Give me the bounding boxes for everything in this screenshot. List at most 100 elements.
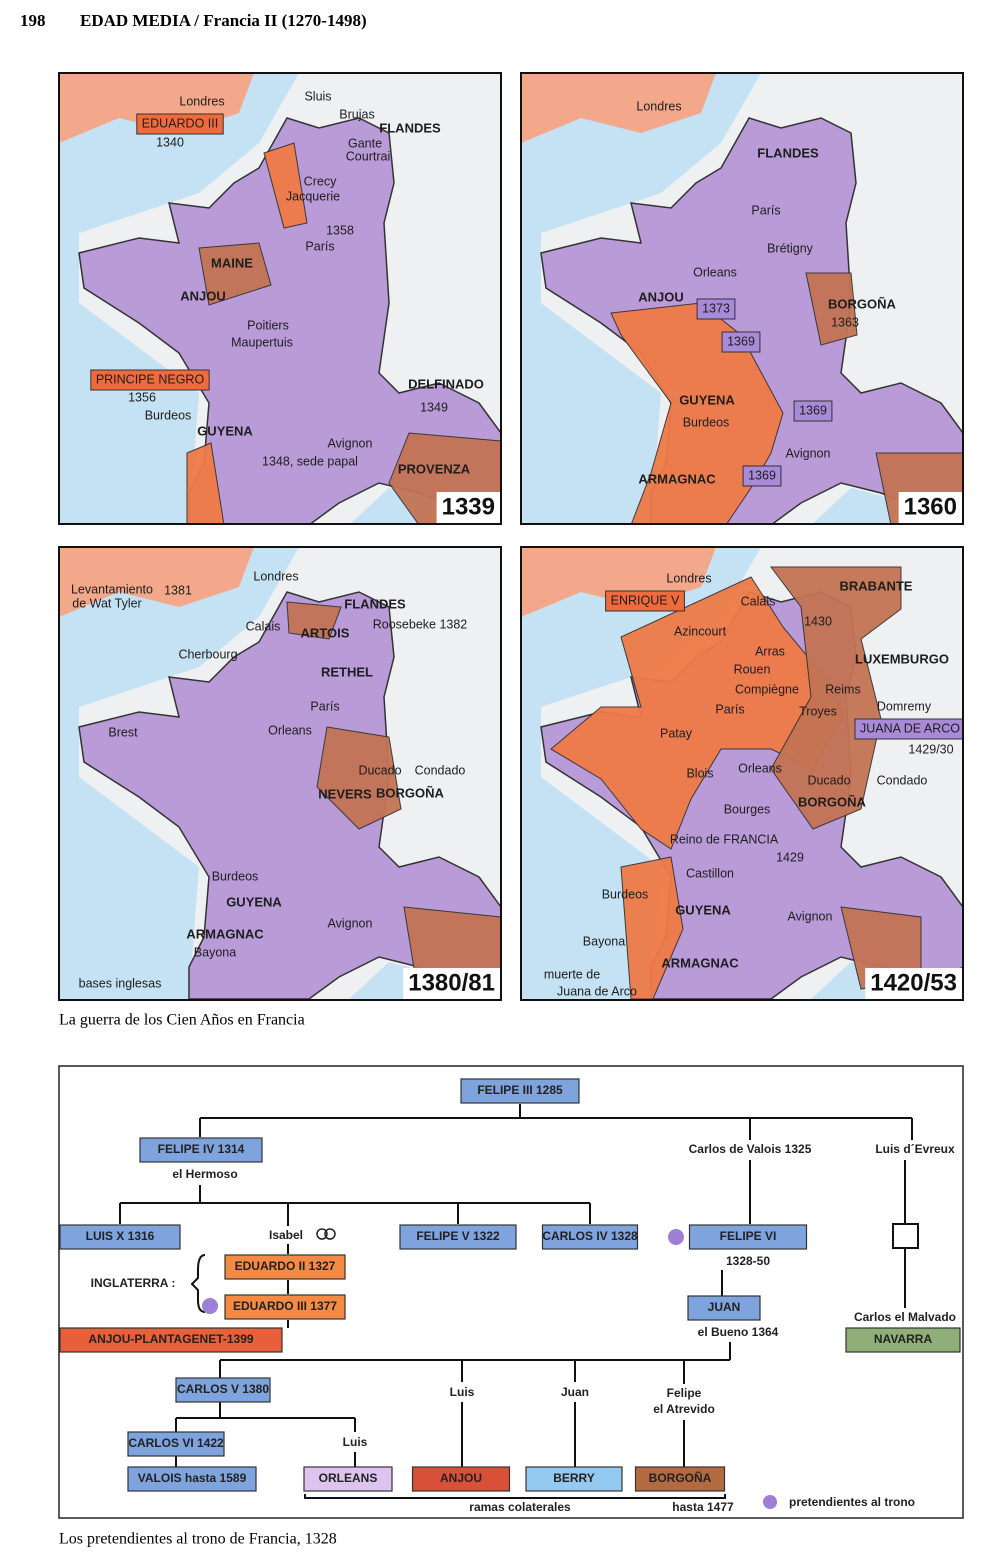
label-box: [793, 400, 833, 422]
map-label: Avignon: [328, 436, 373, 450]
tree-label: Luis: [450, 1385, 475, 1399]
map-label: Gante: [348, 136, 382, 150]
region: [286, 601, 342, 640]
map-label: de Wat Tyler: [72, 596, 141, 610]
map-label: bases inglesas: [79, 976, 162, 990]
map-label: París: [751, 203, 780, 217]
region: [805, 272, 858, 346]
map-label: Condado: [877, 773, 928, 787]
england: [521, 547, 716, 617]
map-label: Cherbourg: [178, 647, 237, 661]
map-label: Avignon: [328, 916, 373, 930]
map-label: París: [310, 699, 339, 713]
node-box: [687, 1295, 761, 1321]
tree-label: Carlos de Valois 1325: [689, 1142, 812, 1156]
node-box: [411, 1466, 511, 1492]
map-label: ARMAGNAC: [638, 471, 716, 486]
map-label: Levantamiento: [71, 582, 153, 596]
map-label: ANJOU: [180, 288, 226, 303]
region: [610, 302, 784, 524]
map-label: RETHEL: [321, 664, 373, 679]
map-label: Arras: [755, 644, 785, 658]
map-label: Orleans: [693, 265, 737, 279]
node-label: FELIPE VI: [720, 1229, 777, 1243]
map-label: BORGOÑA: [376, 785, 445, 800]
node-label: ORLEANS: [319, 1471, 378, 1485]
node-box: [224, 1294, 346, 1320]
node-label: FELIPE V 1322: [416, 1229, 500, 1243]
map-label: Bayona: [583, 934, 625, 948]
region: [198, 242, 272, 306]
map-frame: [520, 72, 964, 525]
map-panel: Londres EDUARDO III 1340 Sluis Brujas FLANDES…: [59, 73, 501, 524]
map-label: 1430: [804, 614, 832, 628]
map-label: LUXEMBURGO: [855, 651, 949, 666]
map-label: Blois: [686, 766, 713, 780]
tree-label: el Atrevido: [653, 1402, 715, 1416]
year-box: [865, 968, 962, 1000]
node-label: CARLOS VI 1422: [128, 1436, 224, 1450]
map-label: Castillon: [686, 866, 734, 880]
sea: [521, 73, 761, 524]
map-label: 1358: [326, 223, 354, 237]
node-box: [399, 1224, 517, 1250]
node-box: [224, 1254, 346, 1280]
map-label: Courtrai: [346, 149, 390, 163]
region: [770, 566, 902, 830]
map-label: GUYENA: [675, 902, 731, 917]
tree-label: 1328-50: [726, 1254, 770, 1268]
year-box: [436, 492, 500, 524]
page-title: EDAD MEDIA / Francia II (1270-1498): [80, 11, 367, 30]
label-box: [605, 590, 685, 612]
label-box: [742, 465, 782, 487]
tree-label: Luis d´Evreux: [875, 1142, 955, 1156]
france: [78, 117, 501, 524]
node-box: [460, 1078, 580, 1104]
england: [59, 547, 254, 617]
node-label: BERRY: [553, 1471, 595, 1485]
map-year: 1339: [442, 493, 495, 520]
node-label: VALOIS hasta 1589: [138, 1471, 247, 1485]
map-label: Brujas: [339, 107, 374, 121]
map-label: Orleans: [268, 723, 312, 737]
node-box: [59, 1327, 283, 1353]
node-label: BORGOÑA: [649, 1470, 712, 1485]
england: [521, 73, 716, 143]
caption: La guerra de los Cien Años en Francia: [59, 1012, 305, 1029]
tree-label: Juan: [561, 1385, 589, 1399]
map-label: 1381: [164, 583, 192, 597]
map-label: 1429: [776, 850, 804, 864]
tree-label: Carlos el Malvado: [854, 1310, 956, 1324]
map-label: Patay: [660, 726, 693, 740]
sea: [59, 73, 299, 524]
node-label: NAVARRA: [874, 1332, 933, 1346]
tree-label: el Hermoso: [172, 1167, 237, 1181]
map-label: JUANA DE ARCO: [860, 721, 960, 735]
page-number: 198: [20, 11, 46, 30]
map-label: Calais: [741, 594, 776, 608]
map-label: 1429/30: [908, 742, 953, 756]
node-label: EDUARDO II 1327: [235, 1259, 336, 1273]
node-label: JUAN: [708, 1300, 741, 1314]
ring: [324, 1228, 336, 1240]
map-frame: [58, 546, 502, 1001]
maps: Londres EDUARDO III 1340 Sluis Brujas FLANDES…: [58, 72, 964, 1001]
map-label: Rouen: [734, 662, 771, 676]
map-label: NEVERS: [318, 786, 372, 801]
node-box: [303, 1466, 393, 1492]
england: [59, 73, 254, 143]
map-label: 1348, sede papal: [262, 454, 358, 468]
label-box: [696, 298, 736, 320]
map-label: BORGOÑA: [828, 296, 897, 311]
map-panel: Londres FLANDES París Brétigny Orleans ANJOU 1…: [521, 73, 963, 524]
map-label: FLANDES: [344, 596, 406, 611]
map-label: PROVENZA: [398, 461, 471, 476]
map-label: Burdeos: [212, 869, 259, 883]
map-label: 1363: [831, 315, 859, 329]
node-label: CARLOS V 1380: [177, 1382, 269, 1396]
node-label: FELIPE III 1285: [477, 1083, 563, 1097]
map-label: 1340: [156, 135, 184, 149]
map-label: Crecy: [304, 174, 337, 188]
